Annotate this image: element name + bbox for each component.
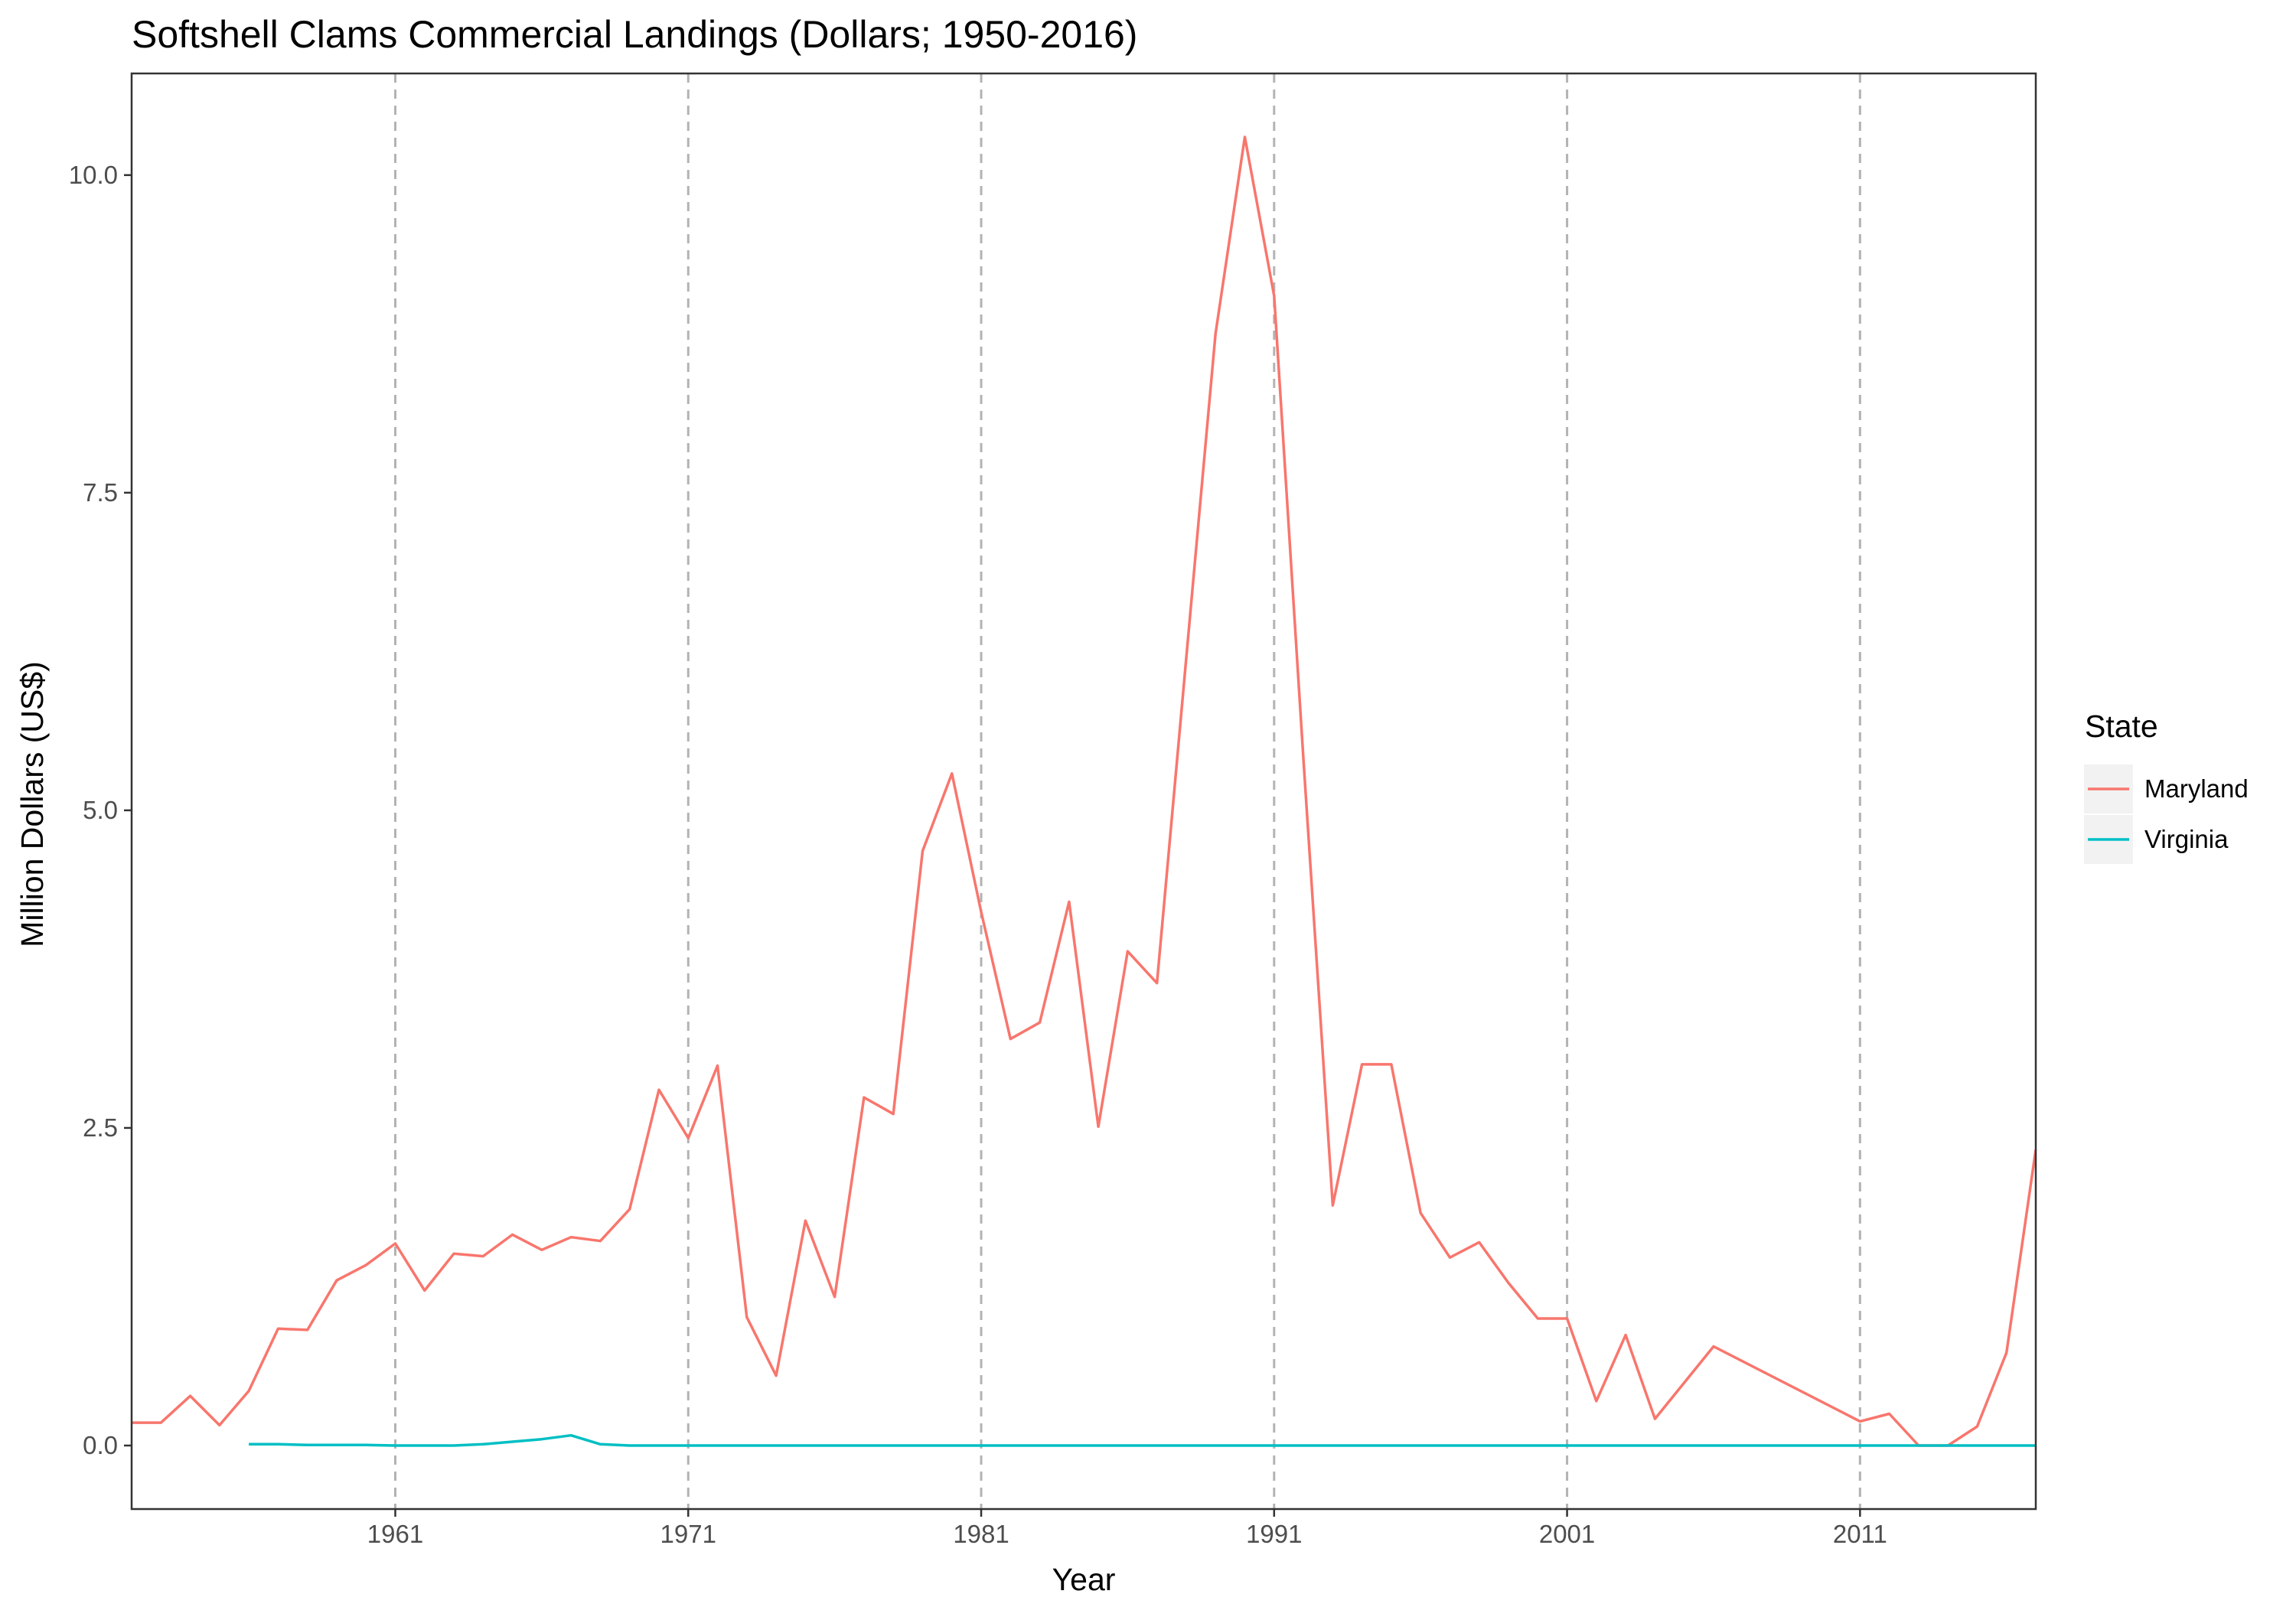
y-tick-label: 2.5 (83, 1113, 118, 1142)
y-axis-title: Million Dollars (US$) (15, 661, 50, 947)
plot-area: 0.0 2.5 5.0 7.5 10.0 1961 1971 1981 1991 2001 2011 (69, 72, 2037, 1548)
y-tick-label: 5.0 (83, 796, 118, 824)
y-tick-label: 10.0 (69, 161, 118, 189)
series-line-virginia (249, 1433, 2036, 1447)
x-axis-title: Year (1052, 1562, 1116, 1597)
legend-label-maryland: Maryland (2144, 774, 2249, 803)
y-tick-label: 7.5 (83, 478, 118, 507)
plot-panel (132, 73, 2036, 1509)
x-tick-label: 1991 (1246, 1520, 1302, 1548)
chart-title: Softshell Clams Commercial Landings (Dol… (132, 13, 1137, 56)
x-tick-label: 2001 (1539, 1520, 1595, 1548)
legend-label-virginia: Virginia (2144, 825, 2229, 853)
x-tick-label: 1981 (953, 1520, 1009, 1548)
legend: State Maryland Virginia (2082, 709, 2249, 865)
plot-border (130, 72, 2037, 1511)
legend-title: State (2085, 709, 2158, 744)
y-tick-label: 0.0 (83, 1431, 118, 1459)
x-tick-label: 1961 (367, 1520, 423, 1548)
series-line-maryland (132, 135, 2036, 1447)
x-tick-label: 1971 (660, 1520, 716, 1548)
x-tick-label: 2011 (1833, 1520, 1887, 1548)
